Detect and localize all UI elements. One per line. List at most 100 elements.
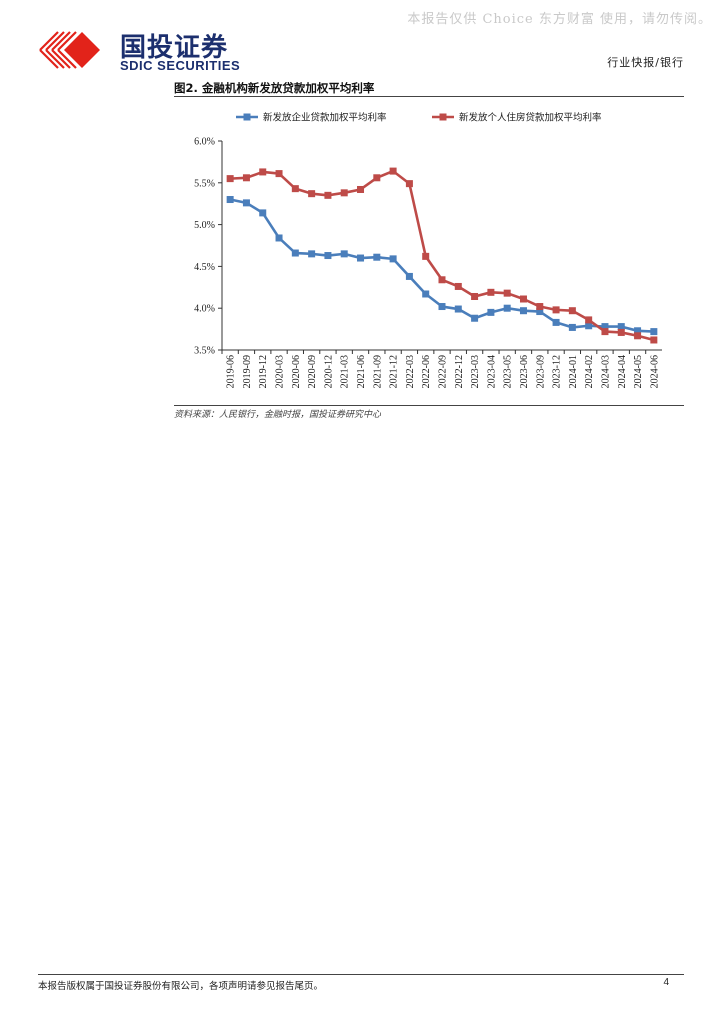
series-1-point: [650, 328, 658, 336]
legend-marker-1: [243, 113, 251, 121]
series-2-point: [568, 307, 576, 315]
series-1-point: [585, 322, 593, 330]
x-tick-label: 2023-05: [503, 355, 514, 388]
y-tick-label: 5.0%: [194, 220, 215, 231]
series-2-point: [503, 289, 511, 297]
series-2-point: [650, 336, 658, 344]
x-tick-label: 2022-06: [421, 355, 432, 388]
title-rule: [174, 96, 684, 97]
series-1-point: [536, 308, 544, 316]
series-2-point: [601, 328, 609, 336]
series-1-point: [634, 327, 642, 335]
legend-label-2: 新发放个人住房贷款加权平均利率: [459, 112, 602, 124]
series-1-point: [601, 323, 609, 331]
series-2-point: [487, 288, 495, 296]
line-chart: 3.5% 4.0% 4.5% 5.0% 5.5% 6.0% 2019-06 2019-09 20…: [194, 112, 662, 388]
legend-label-1: 新发放企业贷款加权平均利率: [263, 112, 387, 124]
series-2-point: [324, 191, 332, 199]
series-2-point: [438, 276, 446, 284]
x-tick-label: 2019-09: [242, 355, 253, 388]
series-2-point: [389, 167, 397, 175]
x-tick-label: 2019-12: [258, 355, 269, 388]
x-tick-label: 2024-06: [649, 355, 660, 388]
series-1-point: [487, 308, 495, 316]
series-1-point: [324, 252, 332, 260]
series-2-point: [405, 180, 413, 188]
series-1-point: [389, 255, 397, 263]
footer-disclaimer: 本报告版权属于国投证券股份有限公司，各项声明请参见报告尾页。: [38, 981, 324, 992]
x-tick-label: 2022-09: [438, 355, 449, 388]
series-2-point: [454, 282, 462, 290]
y-tick-label: 4.0%: [194, 304, 215, 315]
series-1-point: [340, 250, 348, 258]
series-2-point: [291, 185, 299, 193]
series-1-point: [308, 250, 316, 258]
x-tick-label: 2020-09: [307, 355, 318, 388]
series-1-point: [454, 305, 462, 313]
figure-source: 资料来源：人民银行，金融时报，国投证券研究中心: [174, 410, 382, 420]
series-1-point: [471, 314, 479, 322]
y-tick-label: 3.5%: [194, 346, 215, 357]
series-1-point: [357, 254, 365, 262]
report-section-label: 行业快报/银行: [607, 56, 684, 69]
series-1-point: [438, 303, 446, 311]
x-tick-label: 2020-03: [275, 355, 286, 388]
series-2-point: [308, 190, 316, 198]
series-1-point: [552, 318, 560, 326]
series-1-point: [519, 307, 527, 315]
series-2-point: [275, 170, 283, 178]
x-tick-label: 2024-02: [584, 355, 595, 388]
series-2-point: [552, 306, 560, 314]
series-2-point: [634, 332, 642, 340]
series-2-point: [422, 252, 430, 260]
series-1-point: [405, 272, 413, 280]
series-1-point: [242, 199, 250, 207]
brand-name-en: SDIC SECURITIES: [120, 58, 241, 73]
x-tick-label: 2021-12: [389, 355, 400, 388]
footer-rule: [38, 974, 684, 975]
series-2-point: [373, 174, 381, 182]
series-1-point: [422, 290, 430, 298]
series-1-point: [291, 249, 299, 257]
series-1-point: [226, 196, 234, 204]
y-tick-label: 6.0%: [194, 137, 215, 148]
x-tick-label: 2019-06: [226, 355, 237, 388]
page-number: 4: [663, 977, 669, 988]
x-tick-label: 2023-09: [535, 355, 546, 388]
series-1-point: [259, 209, 267, 217]
figure-title: 图2. 金融机构新发放贷款加权平均利率: [174, 81, 375, 95]
source-rule: [174, 405, 684, 406]
brand-name-cn: 国投证券: [120, 33, 229, 63]
x-tick-label: 2021-09: [372, 355, 383, 388]
series-2-point: [242, 174, 250, 182]
series-2-point: [471, 292, 479, 300]
series-2-point: [259, 168, 267, 176]
x-tick-label: 2022-12: [454, 355, 465, 388]
x-tick-label: 2021-06: [356, 355, 367, 388]
series-2-point: [585, 316, 593, 324]
x-tick-label: 2024-03: [600, 355, 611, 388]
series-2-point: [519, 295, 527, 303]
x-tick-label: 2020-06: [291, 355, 302, 388]
brand-logo: 国投证券 SDIC SECURITIES: [38, 24, 258, 73]
logo-mark-icon: [39, 31, 100, 69]
series-1-point: [275, 234, 283, 242]
x-tick-label: 2023-12: [552, 355, 563, 388]
x-tick-label: 2024-01: [568, 355, 579, 388]
x-tick-label: 2023-04: [486, 355, 497, 388]
y-tick-label: 5.5%: [194, 178, 215, 189]
x-tick-label: 2024-04: [617, 355, 628, 388]
x-tick-label: 2024-05: [633, 355, 644, 388]
y-tick-label: 4.5%: [194, 262, 215, 273]
x-tick-label: 2021-03: [340, 355, 351, 388]
x-tick-label: 2023-06: [519, 355, 530, 388]
series-2-point: [357, 185, 365, 193]
x-tick-label: 2023-03: [470, 355, 481, 388]
legend-marker-2: [439, 113, 447, 121]
x-tick-label: 2020-12: [323, 355, 334, 388]
series-2-point: [617, 328, 625, 336]
series-2-point: [536, 303, 544, 311]
series-1-point: [617, 323, 625, 331]
series-2-point: [340, 189, 348, 197]
series-1-point: [503, 304, 511, 312]
